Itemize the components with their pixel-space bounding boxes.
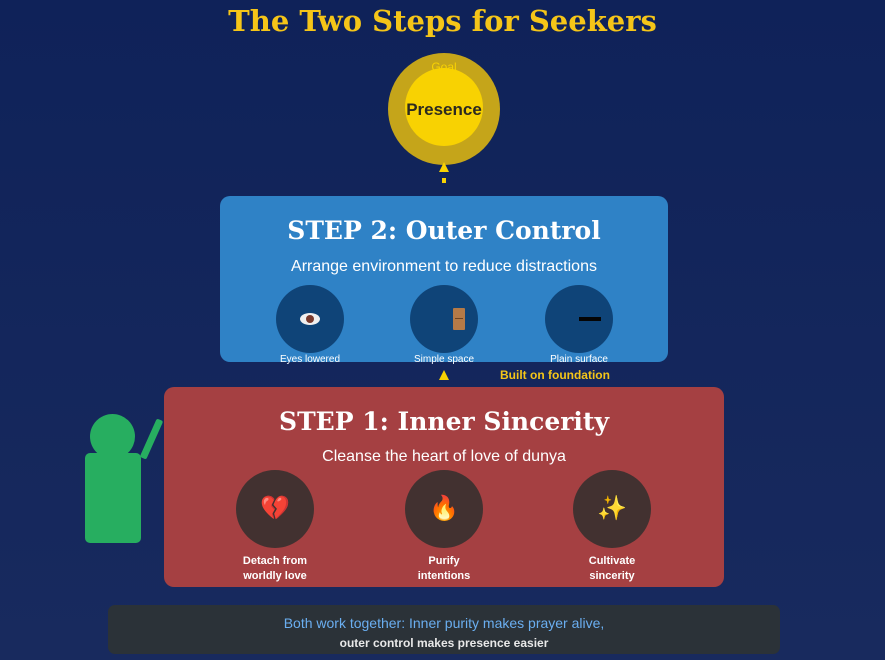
door-icon <box>453 308 465 330</box>
step2-item-eyes <box>276 285 344 353</box>
person-figure-head <box>90 414 135 459</box>
broken-heart-icon: 💔 <box>260 494 290 522</box>
arrow-up-icon <box>439 370 449 380</box>
summary-box: Both work together: Inner purity makes p… <box>108 605 780 654</box>
goal-label: Goal <box>431 60 457 74</box>
step2-box: STEP 2: Outer Control Arrange environmen… <box>220 196 668 365</box>
person-figure-body <box>85 453 141 543</box>
label-line: Purify <box>428 555 460 567</box>
step1-item-label: Cultivate sincerity <box>552 554 672 584</box>
step1-item-detach: 💔 <box>236 470 314 548</box>
step1-item-sincerity: ✨ <box>573 470 651 548</box>
fire-icon: 🔥 <box>429 494 459 522</box>
label-line: intentions <box>417 570 471 582</box>
arrow-up-icon <box>439 162 449 172</box>
step2-item-surface <box>545 285 613 353</box>
sparkles-icon: ✨ <box>597 494 627 522</box>
step1-subtitle: Cleanse the heart of love of dunya <box>322 448 566 465</box>
step1-item-label: Detach from worldly love <box>215 554 335 584</box>
label-line: Cultivate <box>588 555 636 567</box>
eye-icon <box>300 313 320 325</box>
step1-item-label: Purify intentions <box>384 554 504 584</box>
step2-item-label: Eyes lowered <box>279 354 341 365</box>
step1-item-purify: 🔥 <box>405 470 483 548</box>
step1-title: STEP 1: Inner Sincerity <box>279 407 609 436</box>
step2-item-space <box>410 285 478 353</box>
goal-text: Presence <box>406 100 482 119</box>
label-line: Detach from <box>242 555 308 567</box>
summary-line1: Both work together: Inner purity makes p… <box>283 615 605 631</box>
label-line: sincerity <box>589 570 635 582</box>
connector-label: Built on foundation <box>500 368 610 382</box>
step2-title: STEP 2: Outer Control <box>287 216 601 245</box>
arrow-dash <box>442 178 446 183</box>
step1-box: STEP 1: Inner Sincerity Cleanse the hear… <box>164 387 724 587</box>
goal-inner-circle <box>405 68 483 146</box>
line-icon <box>579 317 601 321</box>
step2-item-label: Simple space <box>413 354 475 365</box>
page-title: The Two Steps for Seekers <box>228 4 657 38</box>
step2-subtitle: Arrange environment to reduce distractio… <box>291 258 597 275</box>
person-figure-arm <box>139 418 164 460</box>
summary-line2: outer control makes presence easier <box>339 636 549 650</box>
step2-item-label: Plain surface <box>550 354 608 365</box>
label-line: worldly love <box>243 570 307 582</box>
